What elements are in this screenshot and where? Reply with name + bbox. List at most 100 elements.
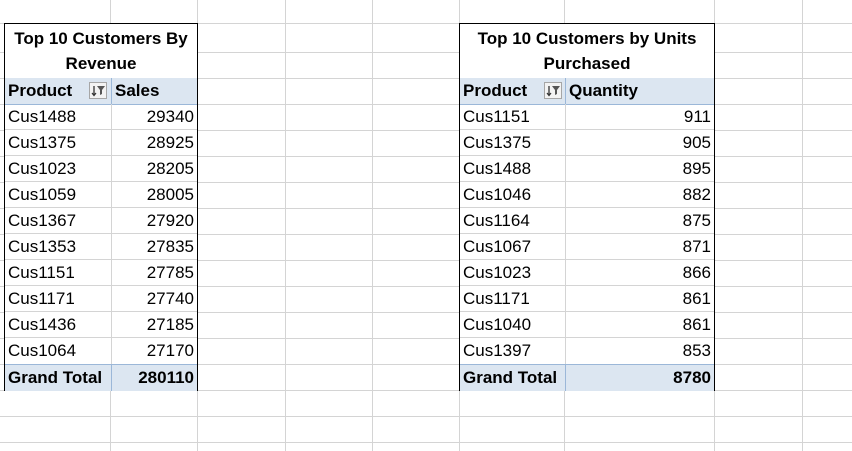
grand-total-label: Grand Total (463, 368, 558, 387)
table-row[interactable]: Cus1171 27740 (5, 286, 197, 312)
quantity-header-label: Quantity (569, 81, 638, 100)
value-cell[interactable]: 875 (682, 211, 711, 230)
value-cell[interactable]: 27785 (146, 263, 194, 282)
value-cell[interactable]: 882 (682, 185, 711, 204)
product-cell[interactable]: Cus1375 (8, 133, 77, 152)
row-separator (5, 337, 197, 338)
product-cell[interactable]: Cus1164 (463, 211, 530, 230)
value-cell[interactable]: 861 (682, 315, 711, 334)
value-cell[interactable]: 866 (682, 263, 711, 282)
column-separator (111, 338, 112, 364)
table-row[interactable]: Cus1488 895 (460, 156, 714, 182)
column-separator (565, 182, 566, 208)
product-cell[interactable]: Cus1375 (463, 133, 532, 152)
product-cell[interactable]: Cus1046 (463, 185, 532, 204)
column-separator (111, 130, 112, 156)
sales-header-label: Sales (115, 81, 160, 100)
pivot-title-line2: Purchased (543, 54, 631, 73)
column-separator (565, 312, 566, 338)
table-row[interactable]: Cus1040 861 (460, 312, 714, 338)
row-separator (460, 129, 714, 130)
value-cell[interactable]: 871 (682, 237, 711, 256)
product-cell[interactable]: Cus1171 (8, 289, 75, 308)
product-cell[interactable]: Cus1151 (463, 107, 530, 126)
row-separator (460, 181, 714, 182)
product-cell[interactable]: Cus1171 (463, 289, 530, 308)
table-row[interactable]: Cus1375 28925 (5, 130, 197, 156)
table-row[interactable]: Cus1059 28005 (5, 182, 197, 208)
value-cell[interactable]: 911 (683, 107, 711, 126)
value-cell[interactable]: 853 (682, 341, 711, 360)
product-header[interactable]: Product (5, 78, 111, 104)
product-cell[interactable]: Cus1397 (463, 341, 532, 360)
pivot-title[interactable]: Top 10 Customers By Revenue (5, 24, 197, 79)
value-cell[interactable]: 895 (682, 159, 711, 178)
table-row[interactable]: Cus1023 28205 (5, 156, 197, 182)
table-row[interactable]: Cus1375 905 (460, 130, 714, 156)
value-cell[interactable]: 27185 (146, 315, 194, 334)
product-cell[interactable]: Cus1059 (8, 185, 77, 204)
column-separator (565, 234, 566, 260)
table-row[interactable]: Cus1353 27835 (5, 234, 197, 260)
table-row[interactable]: Cus1367 27920 (5, 208, 197, 234)
row-separator (5, 129, 197, 130)
row-separator (5, 233, 197, 234)
table-row[interactable]: Cus1171 861 (460, 286, 714, 312)
pivot-title[interactable]: Top 10 Customers by Units Purchased (460, 24, 714, 79)
column-separator (565, 130, 566, 156)
pivot-header-row: Product Quantity (460, 78, 714, 105)
product-cell[interactable]: Cus1151 (8, 263, 75, 282)
value-cell[interactable]: 27920 (146, 211, 194, 230)
value-cell[interactable]: 29340 (146, 107, 194, 126)
table-row[interactable]: Cus1151 911 (460, 104, 714, 130)
product-cell[interactable]: Cus1367 (8, 211, 77, 230)
product-cell[interactable]: Cus1067 (463, 237, 532, 256)
table-row[interactable]: Cus1046 882 (460, 182, 714, 208)
product-cell[interactable]: Cus1488 (463, 159, 532, 178)
value-cell[interactable]: 905 (682, 133, 711, 152)
value-cell[interactable]: 28005 (146, 185, 194, 204)
sales-header[interactable]: Sales (111, 78, 199, 104)
table-row[interactable]: Cus1064 27170 (5, 338, 197, 364)
sort-filter-button[interactable] (89, 82, 107, 99)
column-separator (111, 312, 112, 338)
column-separator (111, 156, 112, 182)
product-header[interactable]: Product (460, 78, 565, 104)
value-cell[interactable]: 27740 (146, 289, 194, 308)
sort-filter-button[interactable] (544, 82, 562, 99)
product-cell[interactable]: Cus1040 (463, 315, 532, 334)
grand-total-value: 8780 (565, 365, 714, 391)
row-separator (5, 155, 197, 156)
table-row[interactable]: Cus1164 875 (460, 208, 714, 234)
row-separator (5, 311, 197, 312)
product-cell[interactable]: Cus1353 (8, 237, 77, 256)
grand-total-row[interactable]: Grand Total 280110 (5, 364, 197, 391)
value-cell[interactable]: 28205 (146, 159, 194, 178)
value-cell[interactable]: 27170 (146, 341, 194, 360)
pivot-title-line1: Top 10 Customers by Units (477, 29, 697, 48)
value-cell[interactable]: 861 (682, 289, 711, 308)
product-cell[interactable]: Cus1436 (8, 315, 77, 334)
product-cell[interactable]: Cus1064 (8, 341, 77, 360)
table-row[interactable]: Cus1488 29340 (5, 104, 197, 130)
grand-total-label: Grand Total (8, 368, 103, 387)
column-separator (111, 182, 112, 208)
column-separator (565, 104, 566, 130)
grand-total-row[interactable]: Grand Total 8780 (460, 364, 714, 391)
table-row[interactable]: Cus1151 27785 (5, 260, 197, 286)
value-cell[interactable]: 28925 (146, 133, 194, 152)
value-cell[interactable]: 27835 (146, 237, 194, 256)
table-row[interactable]: Cus1397 853 (460, 338, 714, 364)
pivot-table-revenue: Top 10 Customers By Revenue Product Sale… (4, 23, 198, 391)
product-header-label: Product (8, 81, 73, 100)
column-separator (565, 208, 566, 234)
product-cell[interactable]: Cus1488 (8, 107, 77, 126)
row-separator (460, 207, 714, 208)
table-row[interactable]: Cus1023 866 (460, 260, 714, 286)
product-cell[interactable]: Cus1023 (463, 263, 532, 282)
column-separator (565, 338, 566, 364)
quantity-header[interactable]: Quantity (565, 78, 714, 104)
table-row[interactable]: Cus1436 27185 (5, 312, 197, 338)
table-row[interactable]: Cus1067 871 (460, 234, 714, 260)
product-cell[interactable]: Cus1023 (8, 159, 77, 178)
